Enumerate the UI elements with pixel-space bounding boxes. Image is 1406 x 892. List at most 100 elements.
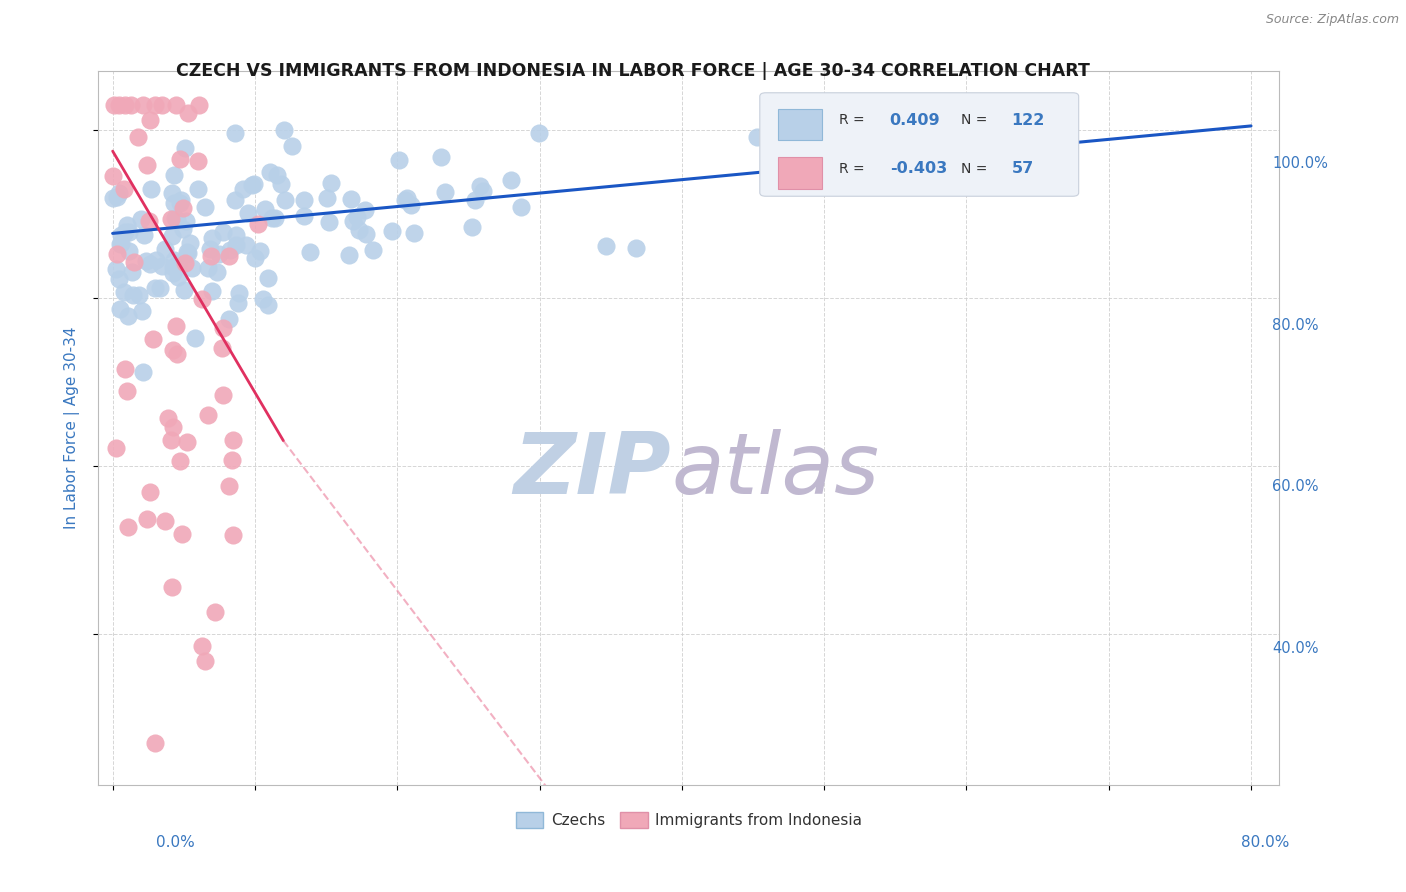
Text: 100.0%: 100.0% <box>1272 156 1329 171</box>
Point <box>114 98 136 112</box>
Point <box>852 174 875 188</box>
Point <box>162 260 184 274</box>
FancyBboxPatch shape <box>778 157 823 188</box>
Point <box>156 411 179 425</box>
FancyBboxPatch shape <box>759 93 1078 196</box>
Point <box>243 252 266 266</box>
Text: 80.0%: 80.0% <box>1241 836 1289 850</box>
Point <box>169 454 191 468</box>
Point <box>292 193 315 207</box>
Point <box>160 186 183 200</box>
Point <box>184 330 207 344</box>
Point <box>340 192 363 206</box>
Point <box>153 514 176 528</box>
Point <box>259 164 281 178</box>
Point <box>236 206 259 220</box>
Text: 0.0%: 0.0% <box>156 836 195 850</box>
Point <box>499 173 522 187</box>
Point <box>135 254 157 268</box>
Text: 80.0%: 80.0% <box>1272 318 1319 333</box>
Point <box>173 255 195 269</box>
Text: Source: ZipAtlas.com: Source: ZipAtlas.com <box>1265 13 1399 27</box>
Point <box>356 227 378 242</box>
Point <box>160 433 183 447</box>
Point <box>110 228 132 243</box>
Point <box>139 257 162 271</box>
Point <box>219 243 242 257</box>
Point <box>387 153 409 167</box>
Point <box>464 193 486 207</box>
Point <box>299 245 322 260</box>
Text: 0.409: 0.409 <box>890 113 941 128</box>
Text: 60.0%: 60.0% <box>1272 479 1319 494</box>
Point <box>172 222 194 236</box>
Point <box>394 193 416 207</box>
Point <box>211 341 233 355</box>
Point <box>197 408 219 422</box>
Point <box>198 242 221 256</box>
Point <box>176 244 198 259</box>
Point <box>138 214 160 228</box>
Point <box>188 98 211 112</box>
Point <box>150 98 173 112</box>
Point <box>243 177 266 191</box>
Point <box>134 227 156 242</box>
Point <box>221 453 243 467</box>
Point <box>108 302 131 317</box>
Point <box>342 214 364 228</box>
Text: N =: N = <box>960 161 991 176</box>
Point <box>167 256 190 270</box>
Point <box>142 332 165 346</box>
Point <box>510 200 533 214</box>
Point <box>108 237 131 252</box>
Point <box>240 178 263 193</box>
Point <box>222 528 245 542</box>
Point <box>103 169 125 183</box>
Point <box>759 163 782 178</box>
Point <box>122 288 145 302</box>
Point <box>211 321 233 335</box>
Point <box>346 210 368 224</box>
Point <box>165 319 187 334</box>
Point <box>218 479 240 493</box>
Point <box>143 736 166 750</box>
Point <box>218 249 240 263</box>
Point <box>153 243 176 257</box>
Text: atlas: atlas <box>671 429 879 513</box>
Point <box>108 186 131 200</box>
Point <box>208 247 231 261</box>
Point <box>235 238 257 252</box>
Point <box>319 176 342 190</box>
Point <box>165 98 187 112</box>
FancyBboxPatch shape <box>778 109 823 140</box>
Point <box>139 484 162 499</box>
Point <box>162 343 184 357</box>
Point <box>187 182 209 196</box>
Point <box>249 244 271 258</box>
Point <box>225 228 247 243</box>
Point <box>225 238 247 252</box>
Point <box>179 235 201 250</box>
Point <box>172 201 194 215</box>
Text: 57: 57 <box>1011 161 1033 176</box>
Point <box>212 388 235 402</box>
Point <box>108 272 131 286</box>
Point <box>461 220 484 235</box>
Point <box>139 113 162 128</box>
Point <box>149 281 172 295</box>
Legend: Czechs, Immigrants from Indonesia: Czechs, Immigrants from Indonesia <box>509 806 869 834</box>
Point <box>222 434 245 448</box>
Text: ZIP: ZIP <box>513 429 671 513</box>
Point <box>292 209 315 223</box>
Point <box>191 640 214 654</box>
Point <box>132 365 155 379</box>
Y-axis label: In Labor Force | Age 30-34: In Labor Force | Age 30-34 <box>65 326 80 530</box>
Point <box>121 265 143 279</box>
Point <box>167 270 190 285</box>
Point <box>361 243 384 257</box>
Point <box>160 580 183 594</box>
Point <box>194 654 217 668</box>
Point <box>181 261 204 276</box>
Text: N =: N = <box>960 113 991 128</box>
Point <box>353 202 375 217</box>
